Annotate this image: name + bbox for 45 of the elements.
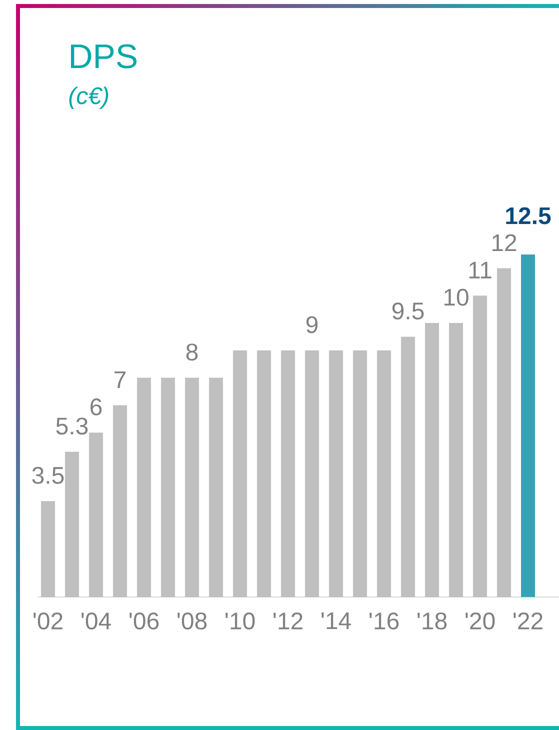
chart-subtitle: (c€) — [69, 86, 108, 109]
data-label: 8 — [186, 344, 198, 361]
bar — [521, 254, 535, 597]
x-tick-label: '08 — [178, 612, 207, 630]
bar — [41, 501, 55, 597]
bar — [401, 336, 415, 597]
bar — [473, 296, 487, 597]
data-label: 3.5 — [32, 466, 64, 484]
bar — [137, 378, 151, 597]
bar — [449, 322, 463, 597]
bar — [257, 350, 271, 597]
bar — [281, 350, 295, 597]
bar — [329, 350, 343, 597]
bar — [113, 405, 127, 597]
bar — [185, 378, 199, 597]
x-tick-label: '10 — [226, 612, 255, 630]
x-tick-label: '18 — [418, 612, 447, 630]
chart-title: DPS — [70, 44, 137, 68]
x-tick-label: '04 — [82, 612, 111, 630]
bar — [377, 350, 391, 597]
x-tick-label: '14 — [322, 612, 351, 630]
data-label: 9 — [306, 316, 318, 334]
x-tick-label: '16 — [370, 612, 399, 630]
bar — [209, 378, 223, 597]
data-label: 5.3 — [56, 418, 88, 435]
data-label: 6 — [90, 398, 102, 416]
x-tick-label: '06 — [130, 612, 159, 630]
bar — [353, 350, 367, 597]
bar — [65, 452, 79, 597]
data-label: 11 — [469, 262, 492, 278]
data-label: 12 — [492, 234, 516, 251]
bar — [305, 350, 319, 597]
bar — [89, 432, 103, 597]
x-tick-label: '20 — [466, 612, 495, 630]
x-tick-label: '02 — [34, 612, 62, 630]
data-label: 7 — [114, 371, 126, 388]
data-label: 10 — [444, 288, 468, 306]
data-label: 9.5 — [392, 302, 424, 320]
x-tick-label: '12 — [274, 612, 302, 630]
bar — [425, 322, 439, 597]
x-tick-label: '22 — [514, 612, 542, 630]
bar — [161, 378, 175, 597]
data-label: 12.5 — [506, 207, 551, 224]
bar — [497, 268, 511, 597]
bar — [233, 350, 247, 597]
